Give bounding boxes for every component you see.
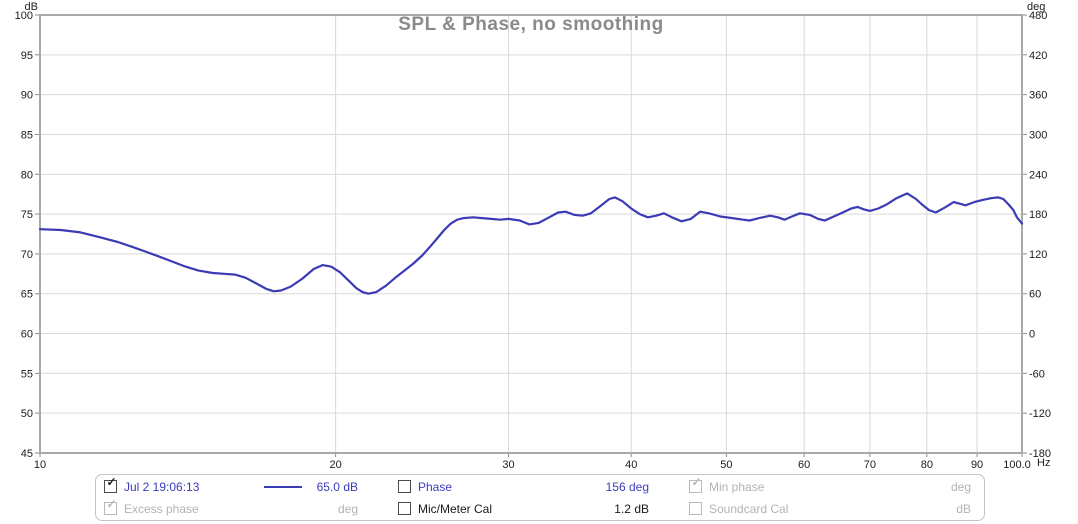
check-icon: ✓ — [106, 475, 117, 489]
mic-meter-cal-value: 1.2 dB — [614, 502, 649, 516]
svg-text:120: 120 — [1029, 249, 1047, 261]
svg-text:0: 0 — [1029, 329, 1035, 341]
soundcard-cal-label: Soundcard Cal — [709, 502, 789, 516]
svg-text:65: 65 — [21, 289, 33, 301]
svg-text:-60: -60 — [1029, 368, 1045, 380]
svg-text:80: 80 — [921, 459, 933, 470]
svg-text:-180: -180 — [1029, 448, 1051, 460]
excess-phase-unit: deg — [337, 502, 358, 516]
svg-text:20: 20 — [329, 459, 341, 470]
phase-label[interactable]: Phase — [418, 480, 453, 494]
svg-text:360: 360 — [1029, 90, 1047, 102]
svg-text:70: 70 — [864, 459, 876, 470]
mic-meter-cal-label[interactable]: Mic/Meter Cal — [418, 502, 493, 516]
svg-text:55: 55 — [21, 368, 33, 380]
svg-text:45: 45 — [21, 448, 33, 460]
trace-line-icon — [264, 486, 302, 488]
excess-phase-checkbox[interactable]: ✓ — [104, 498, 117, 515]
svg-text:30: 30 — [502, 459, 514, 470]
svg-text:100: 100 — [15, 10, 33, 22]
svg-text:70: 70 — [21, 249, 33, 261]
phase-checkbox[interactable]: ✓ — [398, 480, 411, 493]
svg-text:60: 60 — [21, 329, 33, 341]
min-phase-unit: deg — [950, 480, 971, 494]
svg-text:240: 240 — [1029, 169, 1047, 181]
legend-panel: ✓ Jul 2 19:06:13 65.0 dB ✓ Phase 156 deg… — [95, 474, 985, 521]
svg-text:80: 80 — [21, 169, 33, 181]
min-phase-label: Min phase — [709, 480, 765, 494]
svg-text:40: 40 — [625, 459, 637, 470]
svg-text:50: 50 — [21, 408, 33, 420]
svg-text:-120: -120 — [1029, 408, 1051, 420]
excess-phase-label: Excess phase — [124, 502, 199, 516]
soundcard-cal-checkbox[interactable]: ✓ — [689, 502, 702, 515]
legend-row-1: ✓ Jul 2 19:06:13 65.0 dB ✓ Phase 156 deg… — [96, 476, 984, 498]
legend-row-2: ✓ Excess phase deg ✓ Mic/Meter Cal 1.2 d… — [96, 498, 984, 520]
svg-text:420: 420 — [1029, 50, 1047, 62]
svg-text:180: 180 — [1029, 209, 1047, 221]
phase-value: 156 deg — [605, 480, 649, 494]
svg-text:10: 10 — [34, 459, 46, 470]
mic-meter-cal-checkbox[interactable]: ✓ — [398, 502, 411, 515]
measurement-label[interactable]: Jul 2 19:06:13 — [124, 480, 200, 494]
right-axis-unit-label: deg — [1027, 1, 1046, 13]
soundcard-cal-unit: dB — [956, 502, 971, 516]
spl-phase-plot[interactable]: 1009590858075706560555045480420360300240… — [0, 0, 1078, 470]
svg-text:85: 85 — [21, 129, 33, 141]
check-icon: ✓ — [106, 497, 117, 511]
check-icon: ✓ — [691, 475, 702, 489]
min-phase-checkbox[interactable]: ✓ — [689, 476, 702, 493]
svg-text:300: 300 — [1029, 129, 1047, 141]
x-axis-unit-label: Hz — [1037, 457, 1051, 469]
svg-text:60: 60 — [798, 459, 810, 470]
svg-text:60: 60 — [1029, 289, 1041, 301]
chart-title: SPL & Phase, no smoothing — [398, 14, 664, 35]
svg-text:90: 90 — [971, 459, 983, 470]
left-axis-unit-label: dB — [24, 1, 38, 13]
measurement-checkbox[interactable]: ✓ — [104, 476, 117, 493]
svg-text:90: 90 — [21, 90, 33, 102]
svg-text:480: 480 — [1029, 10, 1047, 22]
svg-text:75: 75 — [21, 209, 33, 221]
svg-text:50: 50 — [720, 459, 732, 470]
svg-text:100.0: 100.0 — [1003, 459, 1031, 470]
level-value: 65.0 dB — [316, 480, 358, 494]
svg-text:95: 95 — [21, 50, 33, 62]
